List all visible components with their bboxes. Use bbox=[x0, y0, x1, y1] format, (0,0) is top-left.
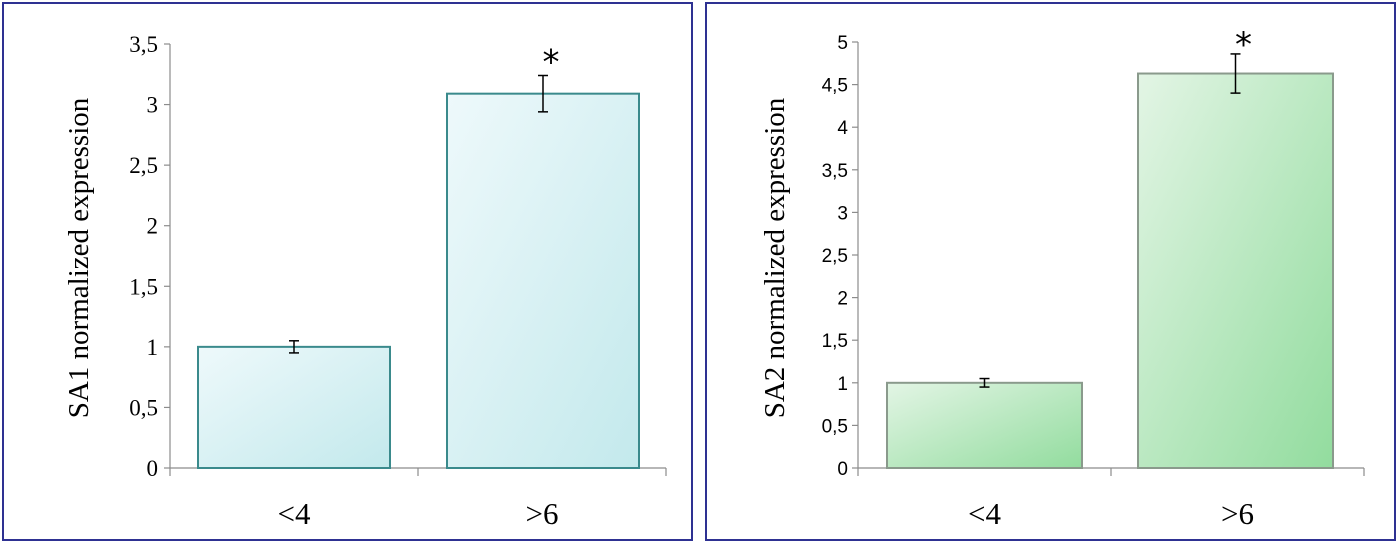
y-tick-label: 4,5 bbox=[822, 76, 848, 97]
y-tick-label: 0 bbox=[837, 459, 848, 480]
significance-marker: * bbox=[543, 42, 560, 82]
y-tick-label: 2 bbox=[147, 214, 159, 239]
y-tick-label: 3 bbox=[147, 93, 159, 118]
bar bbox=[886, 381, 1083, 469]
y-tick-label: 0,5 bbox=[822, 416, 848, 437]
y-tick-label: 0,5 bbox=[129, 395, 158, 420]
x-tick-label: >6 bbox=[1221, 496, 1254, 531]
y-tick-label: 3 bbox=[837, 203, 848, 224]
y-tick-label: 3,5 bbox=[129, 32, 158, 57]
sa1-expression-chart: SA1 normalized expression 0 0,5 1 1,5 2 2,5 3 3,… bbox=[63, 32, 667, 531]
y-axis-label: SA2 normalized expression bbox=[759, 97, 791, 418]
y-tick-label: 2 bbox=[837, 289, 848, 310]
y-tick-label: 5 bbox=[837, 33, 848, 54]
y-tick-label: 1,5 bbox=[129, 274, 158, 299]
y-tick-label: 2,5 bbox=[129, 153, 158, 178]
y-tick-label: 1 bbox=[837, 374, 848, 395]
x-tick-label: <4 bbox=[278, 496, 311, 531]
x-tick-label: <4 bbox=[968, 496, 1001, 531]
y-axis-label: SA1 normalized expression bbox=[63, 97, 95, 418]
bar bbox=[197, 345, 391, 470]
bar bbox=[446, 92, 640, 469]
y-tick-label: 1,5 bbox=[822, 331, 848, 352]
sa2-expression-chart: SA2 normalized expression 0 0,5 1 1,5 2 2,5 3 3,… bbox=[759, 25, 1365, 531]
significance-marker: * bbox=[1235, 25, 1252, 65]
bar bbox=[1137, 72, 1334, 470]
x-tick-label: >6 bbox=[526, 496, 559, 531]
y-tick-label: 0 bbox=[147, 456, 159, 481]
y-tick-label: 1 bbox=[147, 335, 159, 360]
y-tick-label: 4 bbox=[837, 118, 848, 139]
y-tick-label: 2,5 bbox=[822, 246, 848, 267]
y-tick-label: 3,5 bbox=[822, 161, 848, 182]
